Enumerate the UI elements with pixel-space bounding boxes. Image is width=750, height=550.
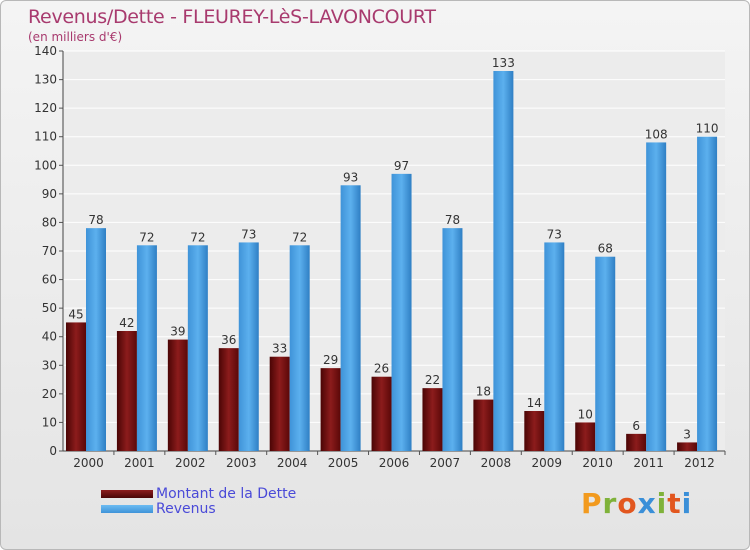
data-label-dette: 42 bbox=[119, 316, 134, 330]
data-label-revenus: 108 bbox=[645, 127, 668, 141]
legend-swatch-revenus bbox=[101, 505, 153, 513]
data-label-dette: 36 bbox=[221, 333, 236, 347]
bar-dette bbox=[218, 348, 239, 451]
x-tick-label: 2001 bbox=[124, 456, 155, 470]
logo-letter: r bbox=[602, 487, 618, 520]
bar-dette bbox=[66, 322, 86, 451]
data-label-dette: 33 bbox=[272, 342, 287, 356]
bar-dette bbox=[116, 331, 137, 451]
data-label-revenus: 110 bbox=[696, 122, 719, 136]
x-tick-label: 2011 bbox=[633, 456, 664, 470]
logo-letter: i bbox=[681, 487, 693, 520]
y-tick-label: 50 bbox=[42, 301, 57, 315]
data-label-revenus: 78 bbox=[88, 213, 103, 227]
bar-dette bbox=[626, 433, 647, 451]
bar-revenus bbox=[493, 71, 514, 451]
y-tick-label: 0 bbox=[49, 444, 57, 458]
bar-dette bbox=[371, 376, 392, 451]
x-tick-label: 2002 bbox=[175, 456, 206, 470]
bar-revenus bbox=[544, 242, 565, 451]
bar-revenus bbox=[646, 142, 667, 451]
data-label-dette: 6 bbox=[632, 419, 640, 433]
bar-revenus bbox=[86, 228, 106, 451]
data-label-dette: 29 bbox=[323, 353, 338, 367]
data-label-revenus: 78 bbox=[445, 213, 460, 227]
data-label-revenus: 73 bbox=[547, 227, 562, 241]
x-tick-label: 2012 bbox=[684, 456, 715, 470]
proxiti-logo: Proxiti bbox=[581, 487, 692, 520]
bar-dette bbox=[473, 399, 494, 451]
data-label-dette: 14 bbox=[527, 396, 542, 410]
x-tick-label: 2003 bbox=[226, 456, 257, 470]
logo-letter: P bbox=[581, 487, 603, 520]
logo-letter: o bbox=[617, 487, 638, 520]
legend-swatch-debt bbox=[101, 490, 153, 498]
bar-revenus bbox=[442, 228, 463, 451]
bar-revenus bbox=[595, 256, 616, 451]
x-tick-label: 2006 bbox=[379, 456, 410, 470]
data-label-revenus: 73 bbox=[241, 227, 256, 241]
bar-revenus bbox=[340, 185, 361, 452]
data-label-dette: 26 bbox=[374, 362, 389, 376]
x-tick-label: 2010 bbox=[582, 456, 613, 470]
bar-revenus bbox=[289, 245, 310, 451]
bar-dette bbox=[320, 368, 341, 451]
logo-letter: x bbox=[637, 487, 657, 520]
bar-revenus bbox=[391, 173, 412, 451]
bar-revenus bbox=[187, 245, 208, 451]
x-tick-label: 2005 bbox=[328, 456, 359, 470]
bar-dette bbox=[422, 388, 443, 451]
data-label-dette: 10 bbox=[578, 407, 593, 421]
x-tick-label: 2009 bbox=[531, 456, 562, 470]
y-tick-label: 20 bbox=[42, 387, 57, 401]
logo-letter: t bbox=[667, 487, 682, 520]
bar-revenus bbox=[238, 242, 259, 451]
bar-dette bbox=[269, 356, 290, 451]
chart-title: Revenus/Dette - FLEUREY-LèS-LAVONCOURT bbox=[28, 6, 436, 28]
data-label-revenus: 68 bbox=[598, 242, 613, 256]
data-label-revenus: 72 bbox=[292, 230, 307, 244]
data-label-dette: 3 bbox=[683, 427, 691, 441]
x-tick-label: 2008 bbox=[481, 456, 512, 470]
data-label-revenus: 97 bbox=[394, 159, 409, 173]
data-label-revenus: 72 bbox=[190, 230, 205, 244]
data-label-dette: 18 bbox=[476, 385, 491, 399]
y-tick-label: 140 bbox=[34, 44, 57, 58]
bar-dette bbox=[167, 339, 188, 451]
y-tick-label: 120 bbox=[34, 101, 57, 115]
data-label-dette: 45 bbox=[68, 307, 83, 321]
legend-label-revenus: Revenus bbox=[156, 501, 216, 517]
bar-revenus bbox=[136, 245, 157, 451]
y-tick-label: 10 bbox=[42, 415, 57, 429]
bar-dette bbox=[524, 411, 545, 451]
y-tick-label: 40 bbox=[42, 330, 57, 344]
logo-letter: i bbox=[656, 487, 668, 520]
bar-dette bbox=[575, 422, 596, 451]
data-label-revenus: 133 bbox=[492, 56, 515, 70]
bar-dette bbox=[677, 442, 698, 451]
y-tick-label: 70 bbox=[42, 244, 57, 258]
x-tick-label: 2007 bbox=[430, 456, 461, 470]
legend-label-debt: Montant de la Dette bbox=[156, 486, 297, 502]
chart-subtitle: (en milliers d'€) bbox=[28, 30, 123, 44]
data-label-revenus: 72 bbox=[139, 230, 154, 244]
y-tick-label: 100 bbox=[34, 158, 57, 172]
x-tick-label: 2004 bbox=[277, 456, 308, 470]
y-tick-label: 130 bbox=[34, 73, 57, 87]
data-label-dette: 22 bbox=[425, 373, 440, 387]
x-tick-label: 2000 bbox=[73, 456, 104, 470]
y-tick-label: 90 bbox=[42, 187, 57, 201]
y-tick-label: 110 bbox=[34, 130, 57, 144]
y-tick-label: 80 bbox=[42, 215, 57, 229]
y-tick-label: 30 bbox=[42, 358, 57, 372]
bar-revenus bbox=[697, 136, 718, 451]
y-tick-label: 60 bbox=[42, 273, 57, 287]
data-label-dette: 39 bbox=[170, 325, 185, 339]
data-label-revenus: 93 bbox=[343, 170, 358, 184]
